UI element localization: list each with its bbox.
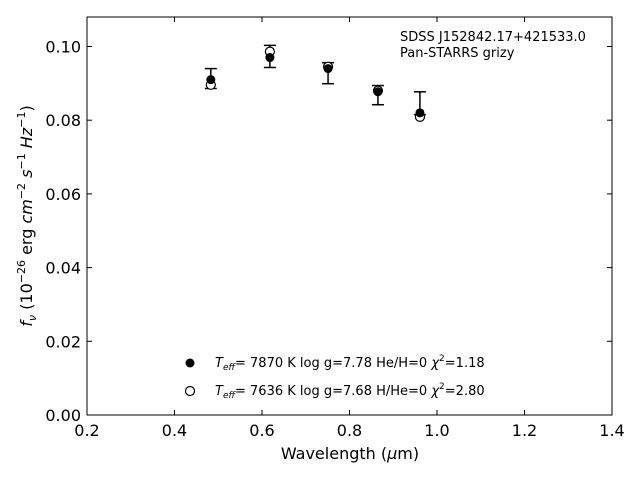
y-tick-label: 0.02 [45,332,81,351]
y-axis-label: fν (10−26 erg cm−2 s−1 Hz−1) [15,105,39,326]
model-point-filled [206,75,216,85]
legend-entry-2: Teff= 7636 K log g=7.68 H/He=0 χ2=2.80 [215,382,485,401]
y-tick-label: 0.06 [45,185,81,204]
x-axis-label: Wavelength (μm) [281,444,419,463]
x-tick-label: 0.4 [162,421,187,440]
model-point-filled [323,64,333,74]
x-tick-label: 0.8 [337,421,362,440]
y-tick-label: 0.00 [45,406,81,425]
y-tick-label: 0.08 [45,111,81,130]
model-point-filled [373,87,383,97]
x-tick-label: 1.0 [424,421,449,440]
x-tick-label: 0.2 [74,421,99,440]
annotation-object: SDSS J152842.17+421533.0 [400,30,586,45]
x-tick-label: 1.2 [512,421,537,440]
y-tick-label: 0.04 [45,259,81,278]
annotation-survey: Pan-STARRS grizy [400,46,515,61]
legend: Teff= 7870 K log g=7.78 He/H=0 χ2=1.18 T… [184,354,485,401]
model-point-filled [265,53,275,63]
legend-marker-filled [185,358,195,368]
model-point-filled [415,108,425,118]
legend-marker-open [184,385,196,397]
x-tick-label: 1.4 [599,421,624,440]
legend-entry-1: Teff= 7870 K log g=7.78 He/H=0 χ2=1.18 [215,354,485,373]
x-tick-label: 0.6 [249,421,274,440]
y-tick-label: 0.10 [45,37,81,56]
